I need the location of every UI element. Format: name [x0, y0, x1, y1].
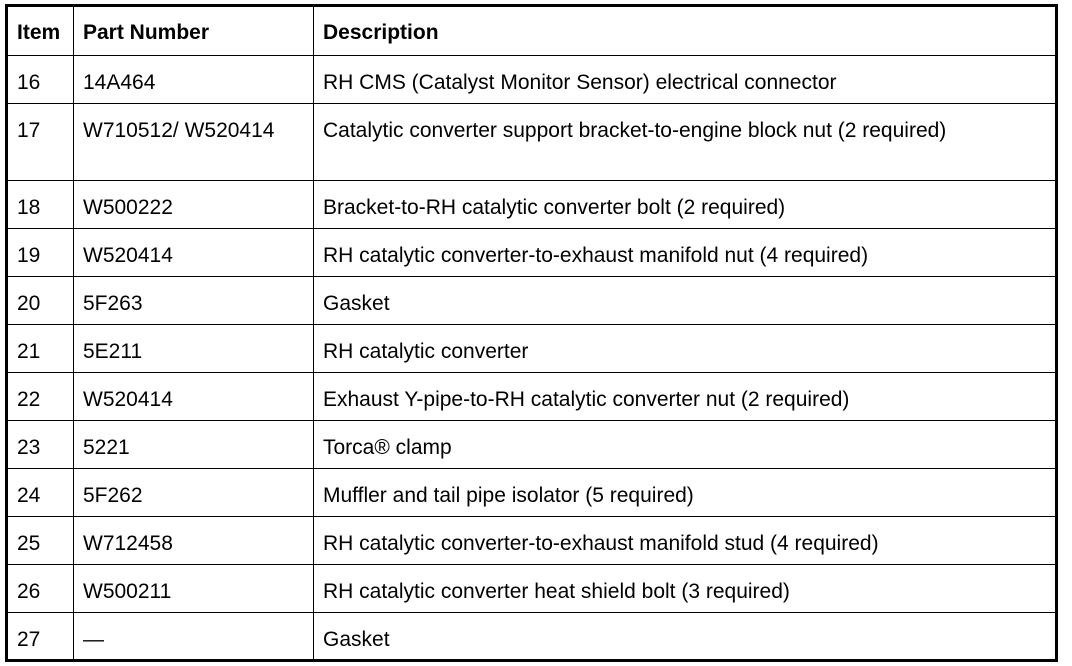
table-row: 20 5F263 Gasket [6, 276, 1057, 325]
header-row: Item Part Number Description [6, 5, 1057, 56]
header-item: Item [6, 5, 74, 56]
table-row: 18 W500222 Bracket-to-RH catalytic convert… [6, 180, 1057, 229]
header-description: Description [313, 5, 1057, 56]
item-cell: 20 [6, 276, 74, 325]
description-cell: Catalytic converter support bracket-to-e… [313, 103, 1057, 181]
table-row: 25 W712458 RH catalytic converter-to-exhau… [6, 516, 1057, 565]
item-cell: 17 [6, 103, 74, 181]
table-row: 27— Gasket [6, 612, 1057, 661]
description-cell: Bracket-to-RH catalytic converter bolt (… [313, 180, 1057, 229]
description-cell: Torca® clamp [313, 420, 1057, 469]
table-row: 23 5221 Torca® clamp [6, 420, 1057, 469]
parts-table: Item Part Number Description 16 14A464 RH … [5, 4, 1058, 662]
item-cell: 21 [6, 324, 74, 373]
header-part-number: Part Number [73, 5, 314, 56]
description-cell: RH catalytic converter [313, 324, 1057, 373]
table-row: 26 W500211 RH catalytic converter heat shi… [6, 564, 1057, 613]
part-number-cell: 5E211 [73, 324, 314, 373]
part-number-cell: 5221 [73, 420, 314, 469]
item-cell: 22 [6, 372, 74, 421]
part-number-cell: W712458 [73, 516, 314, 565]
description-cell: Exhaust Y-pipe-to-RH catalytic converter… [313, 372, 1057, 421]
item-cell: 19 [6, 228, 74, 277]
part-number-cell: 14A464 [73, 55, 314, 104]
description-cell: RH catalytic converter-to-exhaust manifo… [313, 228, 1057, 277]
item-cell: 16 [6, 55, 74, 104]
part-number-cell: W500211 [73, 564, 314, 613]
item-cell: 18 [6, 180, 74, 229]
table-row: 17 W710512/ W520414 Catalytic converter su… [6, 103, 1057, 181]
item-cell: 25 [6, 516, 74, 565]
part-number-cell: W710512/ W520414 [73, 103, 314, 181]
part-number-cell: 5F263 [73, 276, 314, 325]
description-cell: Gasket [313, 276, 1057, 325]
part-number-cell: — [73, 612, 314, 661]
part-number-cell: W520414 [73, 228, 314, 277]
item-cell: 27 [6, 612, 74, 661]
part-number-cell: W520414 [73, 372, 314, 421]
table-row: 16 14A464 RH CMS (Catalyst Monitor Sensor)… [6, 55, 1057, 104]
description-cell: Gasket [313, 612, 1057, 661]
part-number-cell: 5F262 [73, 468, 314, 517]
description-cell: RH catalytic converter-to-exhaust manifo… [313, 516, 1057, 565]
item-cell: 23 [6, 420, 74, 469]
description-cell: Muffler and tail pipe isolator (5 requir… [313, 468, 1057, 517]
description-cell: RH catalytic converter heat shield bolt … [313, 564, 1057, 613]
description-cell: RH CMS (Catalyst Monitor Sensor) electri… [313, 55, 1057, 104]
part-number-cell: W500222 [73, 180, 314, 229]
table-row: 21 5E211 RH catalytic converter [6, 324, 1057, 373]
item-cell: 26 [6, 564, 74, 613]
table-row: 24 5F262 Muffler and tail pipe isolator (5… [6, 468, 1057, 517]
item-cell: 24 [6, 468, 74, 517]
table-row: 22 W520414 Exhaust Y-pipe-to-RH catalytic … [6, 372, 1057, 421]
table-row: 19 W520414 RH catalytic converter-to-exhau… [6, 228, 1057, 277]
